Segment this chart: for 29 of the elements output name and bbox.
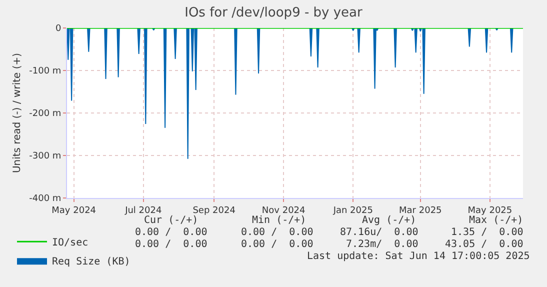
text: 7.23m/ 0.00	[346, 239, 418, 250]
x-tick-label: Jul 2024	[124, 206, 162, 216]
x-tick-label: Nov 2024	[262, 206, 306, 216]
text: Cur (-/+)	[144, 215, 198, 226]
chart-title: IOs for /dev/loop9 - by year	[184, 6, 364, 21]
text: 87.16u/ 0.00	[340, 227, 418, 238]
legend-label: IO/sec	[52, 238, 88, 249]
text: Avg (-/+)	[362, 215, 416, 226]
y-tick-label: -300 m	[29, 152, 62, 162]
y-axis-title: Units read (-) / write (+)	[12, 52, 24, 174]
text: 0.00 / 0.00	[241, 239, 314, 250]
text: Min (-/+)	[252, 215, 306, 226]
text: 43.05 / 0.00	[445, 239, 524, 250]
x-tick-label: May 2025	[468, 206, 512, 216]
text: Max (-/+)	[469, 215, 524, 226]
x-tick-label: Sep 2024	[192, 206, 236, 216]
legend-label: Req Size (KB)	[52, 256, 130, 268]
x-tick-label: May 2024	[52, 206, 96, 216]
y-tick-label: -400 m	[29, 194, 62, 204]
y-tick-label: -200 m	[29, 109, 62, 120]
text: 0.00 / 0.00	[135, 227, 208, 238]
text: 0.00 / 0.00	[135, 239, 208, 250]
text: 1.35 / 0.00	[451, 227, 524, 238]
text: 0.00 / 0.00	[241, 227, 314, 238]
y-tick-label: -100 m	[29, 66, 62, 77]
y-tick-label: 0	[55, 24, 62, 34]
text: Last update: Sat Jun 14 17:00:05 2025	[307, 251, 530, 262]
x-tick-label: Jan 2025	[332, 206, 373, 216]
x-tick-label: Mar 2025	[399, 206, 442, 216]
